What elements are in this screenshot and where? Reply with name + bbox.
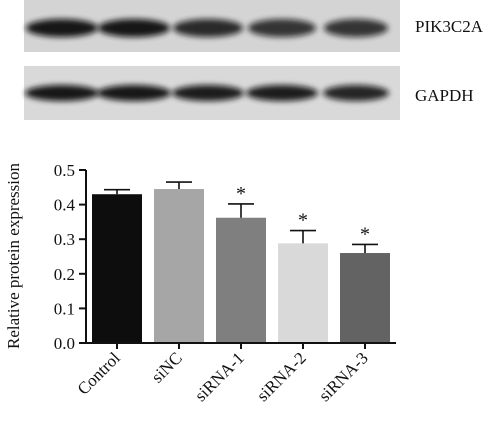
bar-chart: Relative protein expression 0.0 0.1 0.2 0.3…	[4, 161, 396, 405]
significance-marker: *	[360, 223, 370, 245]
blot-band	[323, 85, 389, 101]
x-tick-label: siRNA-2	[253, 348, 310, 405]
blot-band	[172, 85, 244, 101]
y-axis: 0.0 0.1 0.2 0.3 0.4 0.5	[54, 161, 87, 353]
blot-bands	[26, 19, 388, 37]
blot-bands	[25, 85, 389, 101]
x-tick-label: Control	[74, 348, 124, 398]
blot-band	[173, 19, 243, 37]
y-tick-label: 0.3	[54, 230, 75, 249]
blot-band	[98, 19, 170, 37]
bar	[154, 189, 204, 343]
y-tick-label: 0.2	[54, 265, 75, 284]
blot-label-pik3c2a: PIK3C2A	[415, 17, 484, 36]
x-axis: Control siNC siRNA-1 siRNA-2 siRNA-3	[74, 342, 396, 405]
y-tick-label: 0.1	[54, 299, 75, 318]
y-tick-label: 0.5	[54, 161, 75, 180]
y-axis-label: Relative protein expression	[4, 163, 23, 350]
bar	[278, 243, 328, 343]
bar	[92, 194, 142, 343]
blot-band	[248, 19, 316, 37]
blot-band	[97, 85, 171, 101]
x-tick-label: siRNA-1	[191, 348, 248, 405]
x-tick-label: siRNA-3	[315, 348, 372, 405]
bar	[340, 253, 390, 343]
blot-band	[246, 85, 318, 101]
blot-band	[324, 19, 388, 37]
bar	[216, 217, 266, 343]
y-tick-label: 0.4	[54, 196, 76, 215]
x-tick-label: siNC	[148, 348, 186, 386]
blot-band	[25, 85, 99, 101]
significance-marker: *	[236, 183, 246, 205]
y-tick-label: 0.0	[54, 334, 75, 353]
significance-marker: *	[298, 210, 308, 232]
blot-panel-gapdh: GAPDH	[24, 66, 474, 120]
bars: * * *	[92, 181, 390, 343]
blot-panel-pik3c2a: PIK3C2A	[24, 0, 484, 52]
blot-label-gapdh: GAPDH	[415, 86, 474, 105]
blot-band	[26, 19, 98, 37]
